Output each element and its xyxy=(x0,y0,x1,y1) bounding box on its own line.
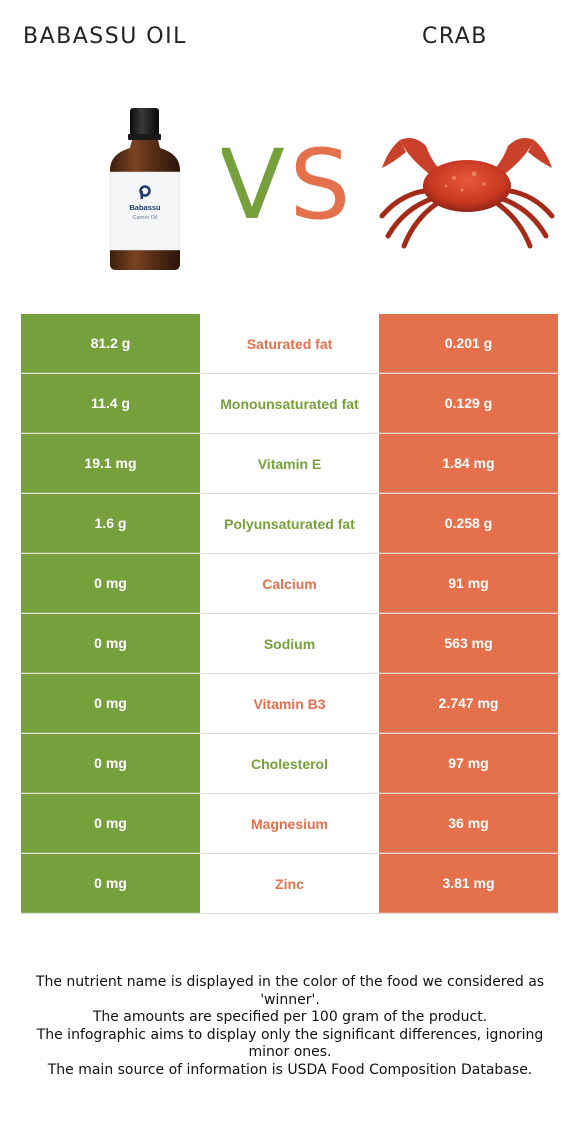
table-row: 19.1 mg Vitamin E 1.84 mg xyxy=(21,434,558,494)
table-row: 0 mg Magnesium 36 mg xyxy=(21,794,558,854)
comparison-table: 81.2 g Saturated fat 0.201 g 11.4 g Monounsa… xyxy=(21,314,558,914)
footnote-line-4: The main source of information is USDA F… xyxy=(47,1061,533,1078)
right-value: 1.84 mg xyxy=(379,434,558,493)
bottle-label-brand: Babassu xyxy=(129,203,161,212)
left-value: 1.6 g xyxy=(21,494,200,553)
right-food-title: CRAB xyxy=(422,24,488,49)
crab-image xyxy=(379,138,555,249)
nutrient-name: Saturated fat xyxy=(200,314,379,373)
right-value: 563 mg xyxy=(379,614,558,673)
right-value: 36 mg xyxy=(379,794,558,853)
vs-s-letter: S xyxy=(290,130,351,230)
left-value: 81.2 g xyxy=(21,314,200,373)
table-row: 0 mg Cholesterol 97 mg xyxy=(21,734,558,794)
nutrient-name: Polyunsaturated fat xyxy=(200,494,379,553)
footnote: The nutrient name is displayed in the co… xyxy=(16,974,564,1079)
table-row: 11.4 g Monounsaturated fat 0.129 g xyxy=(21,374,558,434)
vs-graphic: V S xyxy=(222,130,351,230)
table-row: 81.2 g Saturated fat 0.201 g xyxy=(21,314,558,374)
left-value: 0 mg xyxy=(21,854,200,913)
nutrient-name: Vitamin E xyxy=(200,434,379,493)
footnote-line-3: The infographic aims to display only the… xyxy=(36,1026,544,1061)
nutrient-name: Vitamin B3 xyxy=(200,674,379,733)
nutrient-name: Zinc xyxy=(200,854,379,913)
nutrient-name: Cholesterol xyxy=(200,734,379,793)
left-value: 0 mg xyxy=(21,794,200,853)
bottle-label-sub: Carrier Oil xyxy=(132,215,157,221)
right-value: 2.747 mg xyxy=(379,674,558,733)
right-value: 91 mg xyxy=(379,554,558,613)
nutrient-name: Magnesium xyxy=(200,794,379,853)
left-value: 0 mg xyxy=(21,554,200,613)
footnote-line-2: The amounts are specified per 100 gram o… xyxy=(92,1009,488,1025)
nutrient-name: Monounsaturated fat xyxy=(200,374,379,433)
left-value: 0 mg xyxy=(21,674,200,733)
oil-bottle-image: Babassu Carrier Oil xyxy=(109,108,181,270)
nutrient-name: Sodium xyxy=(200,614,379,673)
left-value: 19.1 mg xyxy=(21,434,200,493)
table-row: 1.6 g Polyunsaturated fat 0.258 g xyxy=(21,494,558,554)
vs-v-letter: V xyxy=(222,130,285,230)
left-value: 11.4 g xyxy=(21,374,200,433)
right-value: 0.129 g xyxy=(379,374,558,433)
table-row: 0 mg Sodium 563 mg xyxy=(21,614,558,674)
right-value: 3.81 mg xyxy=(379,854,558,913)
right-value: 97 mg xyxy=(379,734,558,793)
table-row: 0 mg Vitamin B3 2.747 mg xyxy=(21,674,558,734)
left-value: 0 mg xyxy=(21,614,200,673)
right-value: 0.258 g xyxy=(379,494,558,553)
right-value: 0.201 g xyxy=(379,314,558,373)
left-food-title: BABASSU OIL xyxy=(23,24,187,49)
table-row: 0 mg Calcium 91 mg xyxy=(21,554,558,614)
nutrient-name: Calcium xyxy=(200,554,379,613)
table-row: 0 mg Zinc 3.81 mg xyxy=(21,854,558,914)
footnote-line-1: The nutrient name is displayed in the co… xyxy=(35,974,545,1008)
left-value: 0 mg xyxy=(21,734,200,793)
